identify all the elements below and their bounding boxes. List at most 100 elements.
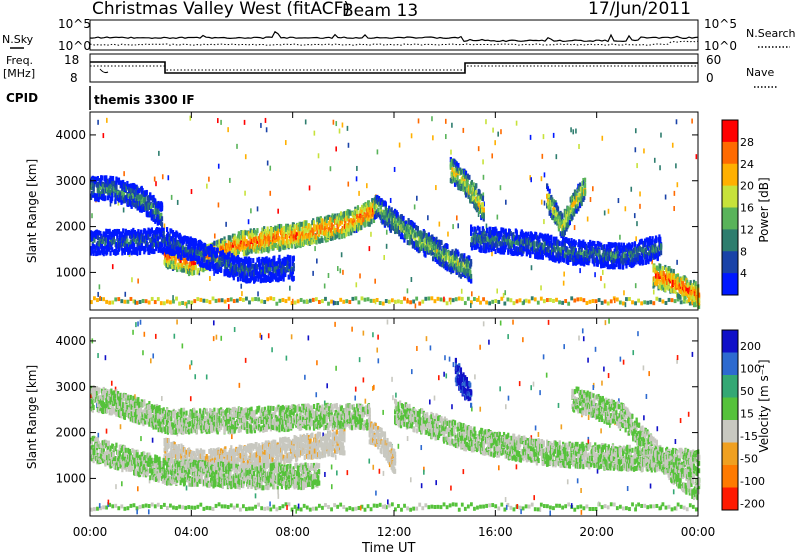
ground-scatter-cell: [576, 297, 580, 302]
ground-scatter-cell: [649, 300, 653, 305]
band-cell: [140, 191, 143, 197]
band-cell: [481, 202, 485, 208]
band-cell: [466, 177, 469, 183]
noise-cell: [355, 176, 358, 182]
band-cell: [268, 246, 271, 252]
ground-scatter-cell: [643, 300, 647, 305]
band-cell: [255, 270, 258, 276]
band-cell: [270, 234, 273, 240]
ground-scatter-cell: [561, 300, 564, 305]
band-cell: [170, 228, 173, 234]
noise-cell: [339, 268, 342, 274]
band-cell: [374, 200, 377, 206]
band-cell: [475, 190, 478, 196]
noise-cell: [639, 191, 641, 197]
band-cell: [243, 236, 246, 242]
band-cell: [563, 241, 566, 247]
band-cell: [90, 195, 93, 201]
band-cell: [126, 238, 129, 244]
band-cell: [508, 234, 511, 240]
band-cell: [492, 246, 495, 252]
band-cell: [572, 245, 575, 251]
noise-cell: [257, 291, 259, 297]
band-cell: [453, 177, 457, 183]
ground-scatter-cell: [591, 299, 595, 304]
noise-cell: [163, 223, 166, 229]
band-cell: [149, 192, 152, 198]
noise-cell: [633, 213, 636, 219]
band-cell: [380, 214, 383, 220]
ground-scatter-cell: [211, 296, 215, 301]
band-cell: [233, 235, 236, 241]
noise-cell: [445, 134, 447, 140]
ground-scatter-cell: [433, 299, 437, 304]
band-cell: [367, 202, 371, 208]
ground-scatter-cell: [451, 298, 455, 303]
band-cell: [498, 234, 501, 240]
band-cell: [328, 233, 332, 239]
band-cell: [228, 251, 231, 257]
ground-scatter-cell: [637, 298, 640, 303]
band-cell: [148, 228, 151, 234]
band-cell: [106, 239, 110, 245]
band-cell: [97, 246, 100, 252]
band-cell: [105, 231, 108, 237]
ground-scatter-cell: [318, 299, 321, 304]
band-cell: [266, 268, 269, 274]
ground-scatter-cell: [102, 297, 105, 302]
band-cell: [447, 253, 450, 259]
noise-cell: [106, 117, 108, 123]
band-cell: [382, 218, 385, 224]
band-cell: [460, 253, 463, 259]
ground-scatter-cell: [220, 298, 224, 303]
band-cell: [513, 241, 516, 247]
noise-cell: [673, 206, 675, 212]
band-cell: [404, 221, 408, 227]
ground-scatter-cell: [634, 301, 637, 306]
band-cell: [117, 177, 121, 183]
band-cell: [559, 256, 562, 262]
band-cell: [282, 276, 285, 282]
noise-cell: [482, 159, 484, 165]
band-cell: [331, 213, 334, 219]
band-cell: [285, 236, 289, 242]
band-cell: [104, 195, 107, 201]
band-cell: [334, 219, 338, 225]
band-cell: [274, 275, 278, 281]
noise-cell: [499, 185, 502, 191]
band-cell: [115, 244, 118, 250]
noise-cell: [131, 277, 133, 283]
band-cell: [109, 250, 112, 256]
band-cell: [272, 267, 275, 273]
band-cell: [315, 239, 318, 245]
band-cell: [595, 251, 599, 257]
ground-scatter-cell: [457, 296, 461, 301]
band-cell: [282, 237, 285, 243]
noise-cell: [548, 248, 550, 254]
band-cell: [478, 226, 481, 232]
ground-scatter-cell: [603, 299, 607, 304]
band-cell: [151, 197, 154, 203]
band-cell: [120, 243, 123, 249]
band-cell: [236, 276, 240, 282]
band-cell: [121, 232, 124, 238]
noise-cell: [600, 275, 602, 281]
band-cell: [470, 261, 473, 267]
band-cell: [305, 228, 308, 234]
nsearch-tick-bottom: 10^0: [704, 39, 737, 53]
band-cell: [108, 228, 111, 234]
band-cell: [516, 235, 519, 241]
noise-cell: [607, 208, 610, 214]
band-cell: [108, 192, 111, 198]
band-cell: [464, 186, 467, 192]
band-cell: [504, 229, 507, 235]
band-cell: [442, 254, 445, 260]
band-cell: [370, 214, 373, 220]
band-cell: [556, 244, 560, 250]
ground-scatter-cell: [418, 301, 422, 306]
ground-scatter-cell: [524, 298, 528, 303]
ground-scatter-cell: [658, 297, 662, 302]
band-cell: [244, 245, 247, 251]
band-cell: [122, 192, 126, 198]
band-cell: [470, 273, 473, 279]
